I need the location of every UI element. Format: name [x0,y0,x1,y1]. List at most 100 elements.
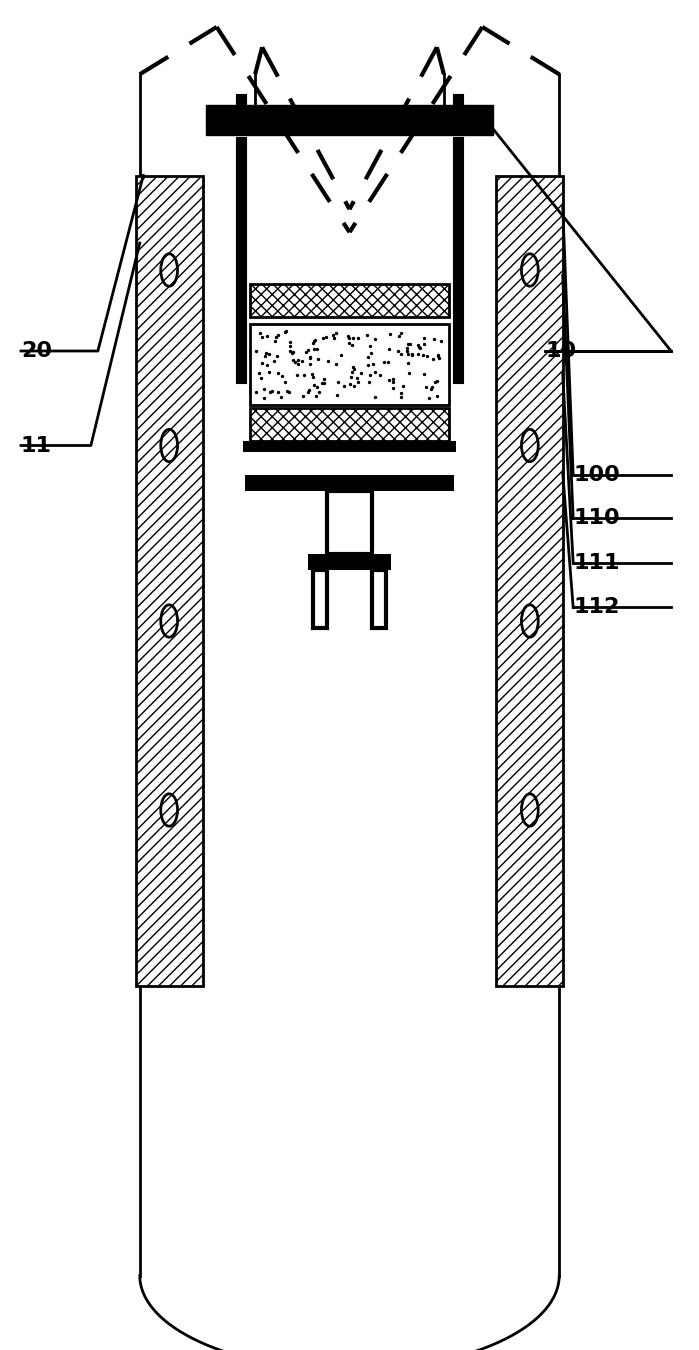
Text: 100: 100 [573,466,620,485]
Point [425,378,436,400]
Point [429,371,440,393]
Point [431,385,442,406]
Point [379,352,390,374]
Point [284,340,296,362]
Point [308,374,319,396]
Point [303,379,315,401]
Bar [308,554,391,570]
Point [419,332,430,354]
Point [308,339,319,360]
Point [301,340,312,362]
Bar [136,176,203,986]
Point [282,379,293,401]
Point [435,331,447,352]
Point [396,382,407,404]
Point [352,371,363,393]
Point [365,342,376,363]
Point [251,340,262,362]
Bar [243,441,456,452]
Point [393,325,404,347]
Point [402,333,413,355]
Point [319,373,330,394]
Point [401,340,412,362]
Point [365,336,376,358]
Point [264,344,275,366]
Bar [250,324,449,405]
Text: 11: 11 [21,436,52,455]
Point [293,348,304,370]
Point [338,375,350,397]
Point [317,327,329,348]
Point [428,328,440,350]
Text: 110: 110 [573,509,620,528]
Point [297,385,308,406]
Point [412,344,423,366]
Point [401,338,412,359]
Bar [372,570,386,628]
Point [254,363,265,385]
Point [261,342,272,363]
Point [419,327,430,348]
Point [280,320,291,342]
Point [353,328,364,350]
Point [367,354,378,375]
Point [352,367,363,389]
Point [284,331,296,352]
Point [363,355,374,377]
Bar [250,408,449,441]
Point [387,371,398,393]
Point [298,364,310,386]
Point [287,340,298,362]
Point [345,366,356,387]
Point [343,327,354,348]
Point [383,339,394,360]
Point [433,344,444,366]
Point [270,329,281,351]
Text: 10: 10 [545,342,577,360]
Point [383,370,394,392]
Point [276,366,287,387]
Point [333,371,344,393]
Point [271,325,282,347]
Point [309,329,320,351]
Point [382,351,394,373]
Bar [327,491,372,554]
Point [417,344,428,366]
Point [424,387,435,409]
Point [254,323,266,344]
Point [329,327,340,348]
Text: 20: 20 [21,342,52,360]
Point [307,332,318,354]
Point [364,364,375,386]
Point [310,329,321,351]
Bar [250,284,449,317]
Bar [206,105,493,135]
Point [258,387,269,409]
Point [256,327,267,348]
Point [293,352,304,374]
Bar [245,475,454,491]
Point [412,333,424,355]
Point [266,381,278,402]
Point [387,369,398,390]
Point [362,347,373,369]
Point [433,347,444,369]
Point [311,339,322,360]
Point [291,364,303,386]
Point [421,377,432,398]
Point [279,371,290,393]
Text: 112: 112 [573,598,619,617]
Point [261,354,273,375]
Point [407,344,418,366]
Point [276,386,287,408]
Bar [496,176,563,986]
Point [313,381,324,402]
Point [273,381,284,402]
Point [302,382,313,404]
Bar [250,284,449,317]
Point [384,323,396,344]
Point [356,362,367,383]
Point [287,343,298,364]
Bar [250,142,449,378]
Point [264,381,275,402]
